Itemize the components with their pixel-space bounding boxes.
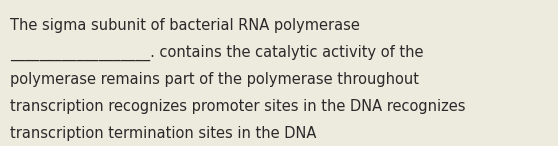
- Text: ___________________. contains the catalytic activity of the: ___________________. contains the cataly…: [10, 45, 424, 61]
- Text: polymerase remains part of the polymerase throughout: polymerase remains part of the polymeras…: [10, 72, 419, 87]
- Text: transcription termination sites in the DNA: transcription termination sites in the D…: [10, 126, 316, 141]
- Text: transcription recognizes promoter sites in the DNA recognizes: transcription recognizes promoter sites …: [10, 99, 465, 114]
- Text: The sigma subunit of bacterial RNA polymerase: The sigma subunit of bacterial RNA polym…: [10, 18, 360, 33]
